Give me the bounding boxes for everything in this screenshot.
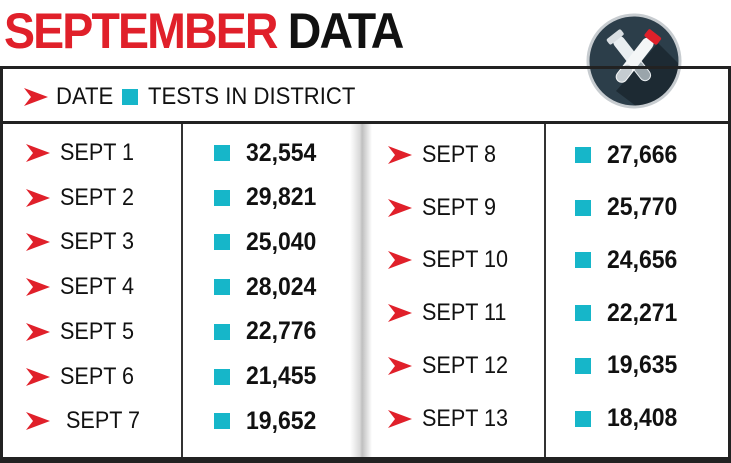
center-fold-shadow: [350, 124, 372, 457]
red-arrow-icon: [388, 146, 412, 164]
header-divider: [0, 121, 731, 124]
value-square-icon: [575, 357, 591, 374]
table-row-date: SEPT 13: [388, 402, 518, 436]
date-label: SEPT 11: [422, 299, 507, 327]
table-row-value: 18,408: [575, 402, 683, 436]
date-label: SEPT 1: [60, 139, 135, 166]
date-label: SEPT 3: [60, 228, 135, 256]
test-tubes-icon: [586, 13, 682, 109]
frame-bottom-border: [0, 457, 731, 463]
table-row-date: SEPT 10: [388, 243, 518, 277]
table-row-date: SEPT 11: [388, 296, 516, 330]
table-row-date: SEPT 8: [388, 138, 504, 172]
value-square-icon: [575, 252, 591, 269]
column-divider-left: [181, 124, 183, 457]
red-arrow-icon: [26, 412, 50, 431]
tests-value: 29,821: [246, 183, 317, 212]
red-arrow-icon: [388, 356, 412, 375]
table-row-date: SEPT 3: [26, 225, 142, 259]
red-arrow-icon: [26, 144, 50, 162]
value-square-icon: [214, 279, 230, 296]
tests-value: 19,652: [246, 406, 317, 435]
value-square-icon: [575, 199, 591, 216]
table-row-value: 25,770: [575, 191, 683, 225]
frame-left-border: [0, 66, 3, 463]
table-row-value: 28,024: [214, 270, 322, 304]
red-arrow-icon: [388, 409, 412, 428]
table-row-value: 27,666: [575, 138, 683, 172]
table-row-date: SEPT 9: [388, 191, 504, 225]
table-row-date: SEPT 2: [26, 181, 142, 215]
table-row-value: 25,040: [214, 225, 322, 259]
legend-tests-label: TESTS IN DISTRICT: [148, 83, 356, 110]
date-label: SEPT 10: [422, 246, 509, 274]
tests-value: 25,770: [607, 193, 678, 222]
table-row-date: SEPT 12: [388, 349, 518, 383]
frame-right-border: [728, 66, 731, 463]
red-arrow-icon: [26, 233, 50, 252]
legend-square-icon: [122, 89, 139, 105]
tests-value: 19,635: [607, 351, 678, 380]
red-arrow-icon: [388, 251, 412, 270]
tests-value: 32,554: [246, 138, 317, 167]
table-row-value: 21,455: [214, 360, 322, 394]
value-square-icon: [214, 368, 230, 385]
date-label: SEPT 6: [60, 362, 135, 390]
legend-date-label: DATE: [56, 83, 114, 110]
table-row-value: 29,821: [214, 181, 322, 215]
frame-top-border: [0, 66, 731, 69]
red-arrow-icon: [26, 322, 50, 341]
table-row-date: SEPT 7: [26, 404, 148, 438]
date-label: SEPT 12: [422, 351, 509, 379]
date-label: SEPT 13: [422, 404, 509, 432]
value-square-icon: [214, 413, 230, 430]
table-row-value: 19,635: [575, 349, 683, 383]
value-square-icon: [214, 145, 230, 161]
table-row-date: SEPT 4: [26, 270, 142, 304]
value-square-icon: [214, 189, 230, 206]
date-label: SEPT 9: [422, 193, 497, 221]
legend: DATE TESTS IN DISTRICT: [24, 82, 374, 112]
value-square-icon: [575, 147, 591, 163]
title-part-red: SEPTEMBER: [4, 3, 279, 59]
table-row-date: SEPT 6: [26, 360, 142, 394]
red-arrow-icon: [26, 278, 50, 297]
column-divider-right: [544, 124, 546, 457]
tests-value: 22,271: [607, 298, 678, 327]
table-row-value: 24,656: [575, 243, 683, 277]
table-row-value: 32,554: [214, 136, 322, 170]
date-label: SEPT 5: [60, 317, 135, 345]
date-label: SEPT 4: [60, 273, 135, 301]
value-square-icon: [575, 410, 591, 427]
value-square-icon: [214, 234, 230, 251]
value-square-icon: [214, 323, 230, 340]
red-arrow-icon: [388, 198, 412, 217]
table-row-value: 22,271: [575, 296, 683, 330]
table-row-date: SEPT 5: [26, 315, 142, 349]
date-label: SEPT 8: [422, 141, 497, 168]
date-label: SEPT 2: [60, 183, 135, 211]
red-arrow-icon: [26, 367, 50, 386]
tests-value: 22,776: [246, 317, 317, 346]
page-title: SEPTEMBER DATA: [4, 2, 405, 60]
tests-value: 28,024: [246, 272, 317, 301]
tests-value: 25,040: [246, 227, 317, 256]
date-label: SEPT 7: [66, 407, 141, 435]
red-arrow-icon: [24, 88, 48, 106]
value-square-icon: [575, 305, 591, 322]
tests-value: 24,656: [607, 245, 678, 274]
table-row-value: 22,776: [214, 315, 322, 349]
tests-value: 21,455: [246, 362, 317, 390]
tests-value: 27,666: [607, 140, 678, 169]
tests-value: 18,408: [607, 404, 678, 432]
red-arrow-icon: [26, 188, 50, 207]
table-row-value: 19,652: [214, 404, 322, 438]
title-part-black: DATA: [287, 3, 405, 59]
table-row-date: SEPT 1: [26, 136, 142, 170]
red-arrow-icon: [388, 304, 412, 323]
